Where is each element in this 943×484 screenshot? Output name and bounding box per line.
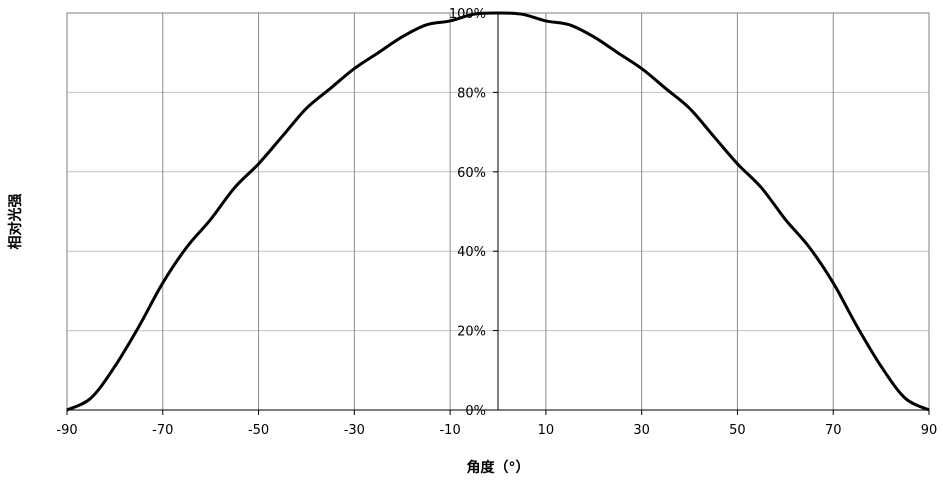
x-tick-label-1: -70 [152,423,173,438]
series-line [66,11,930,412]
y-axis-title: 相对光强 [7,194,24,250]
y-axis-tick-labels: 0% 20% 40% 60% 80% 100% [449,7,486,419]
y-tick-label-4: 80% [457,86,486,101]
x-tick-label-7: 50 [729,423,746,438]
x-tick-label-3: -30 [344,423,365,438]
vertical-gridlines [162,13,834,410]
x-tick-label-6: 30 [633,423,650,438]
x-axis-title: 角度（°） [467,459,530,476]
y-tick-label-5: 100% [449,7,486,22]
x-axis-tick-labels: -90 -70 -50 -30 -10 10 30 50 70 90 [56,423,937,438]
x-tick-label-8: 70 [825,423,842,438]
x-tick-label-0: -90 [56,423,77,438]
x-tick-label-9: 90 [921,423,938,438]
y-axis-tick-marks [493,12,498,411]
y-tick-label-2: 40% [457,245,486,260]
x-tick-label-2: -50 [248,423,269,438]
x-axis-tick-marks [66,410,930,415]
x-tick-label-4: -10 [439,423,460,438]
y-tick-label-1: 20% [457,325,486,340]
y-tick-label-3: 60% [457,166,486,181]
x-tick-label-5: 10 [538,423,555,438]
y-tick-label-0: 0% [465,404,486,419]
